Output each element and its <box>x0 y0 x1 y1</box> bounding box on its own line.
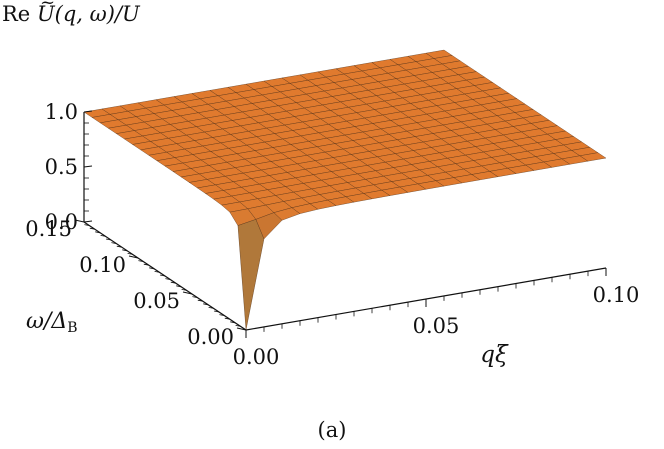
y-minor-tick <box>84 224 90 226</box>
y-minor-tick <box>176 285 182 288</box>
title-symbol: U <box>37 0 55 26</box>
y-tick <box>182 291 193 295</box>
y-minor-tick <box>111 242 117 244</box>
z-tick-label: 1.0 <box>45 100 78 124</box>
x-tick-label: 0.10 <box>593 283 640 307</box>
y-minor-tick <box>165 278 171 280</box>
y-minor-tick <box>89 227 95 230</box>
y-minor-tick <box>95 231 101 234</box>
z-tick <box>83 110 93 113</box>
y-minor-tick <box>170 281 176 284</box>
y-minor-tick <box>159 274 166 277</box>
y-tick <box>236 327 247 331</box>
y-minor-tick <box>154 271 160 273</box>
y-minor-tick <box>213 310 220 313</box>
y-tick <box>128 255 139 259</box>
z-tick <box>83 220 93 223</box>
figure-caption: (a) <box>317 418 347 442</box>
surface-mesh <box>83 49 607 331</box>
z-tick-label: 0.5 <box>45 155 78 179</box>
y-minor-tick <box>208 307 214 309</box>
y-minor-tick <box>224 317 230 320</box>
ticks <box>74 110 607 338</box>
y-tick <box>74 219 85 223</box>
y-axis-label-subscript: B <box>67 320 77 336</box>
title-args: (q, ω)/U <box>54 2 140 26</box>
y-minor-tick <box>235 325 241 327</box>
y-minor-tick <box>181 289 187 291</box>
y-tick-label: 0.00 <box>187 325 234 349</box>
y-axis-label: ω/ΔB <box>26 309 78 336</box>
y-tick-label: 0.05 <box>133 289 180 313</box>
chart-title: Re U(q, ω)/U <box>2 0 140 26</box>
x-tick-label: 0.05 <box>413 314 460 338</box>
z-tick-label: 0.0 <box>45 210 78 234</box>
y-minor-tick <box>127 253 133 255</box>
y-minor-tick <box>105 238 112 241</box>
y-minor-tick <box>203 303 209 306</box>
y-minor-tick <box>122 249 128 252</box>
title-prefix: Re <box>2 2 31 26</box>
surface-patch <box>237 219 265 331</box>
x-tick-label: 0.00 <box>233 345 280 369</box>
y-minor-tick <box>143 263 149 266</box>
y-minor-tick <box>138 260 144 262</box>
y-minor-tick <box>149 267 155 270</box>
z-tick <box>83 165 93 168</box>
y-minor-tick <box>197 299 203 302</box>
y-minor-tick <box>192 296 198 298</box>
y-minor-tick <box>100 235 106 237</box>
surface-patch <box>579 152 607 162</box>
y-axis-label-main: ω/Δ <box>26 309 67 334</box>
y-minor-tick <box>230 321 236 324</box>
y-minor-tick <box>219 314 225 316</box>
y-tick-label: 0.15 <box>25 217 72 241</box>
axis-labels: 0.00 0.05 0.10 0.00 0.05 0.10 0.150.0 0.5 1.0 qξ ω… <box>25 100 639 369</box>
y-minor-tick <box>116 245 122 248</box>
y-tick-label: 0.10 <box>79 253 126 277</box>
x-axis-label: qξ <box>480 342 509 368</box>
